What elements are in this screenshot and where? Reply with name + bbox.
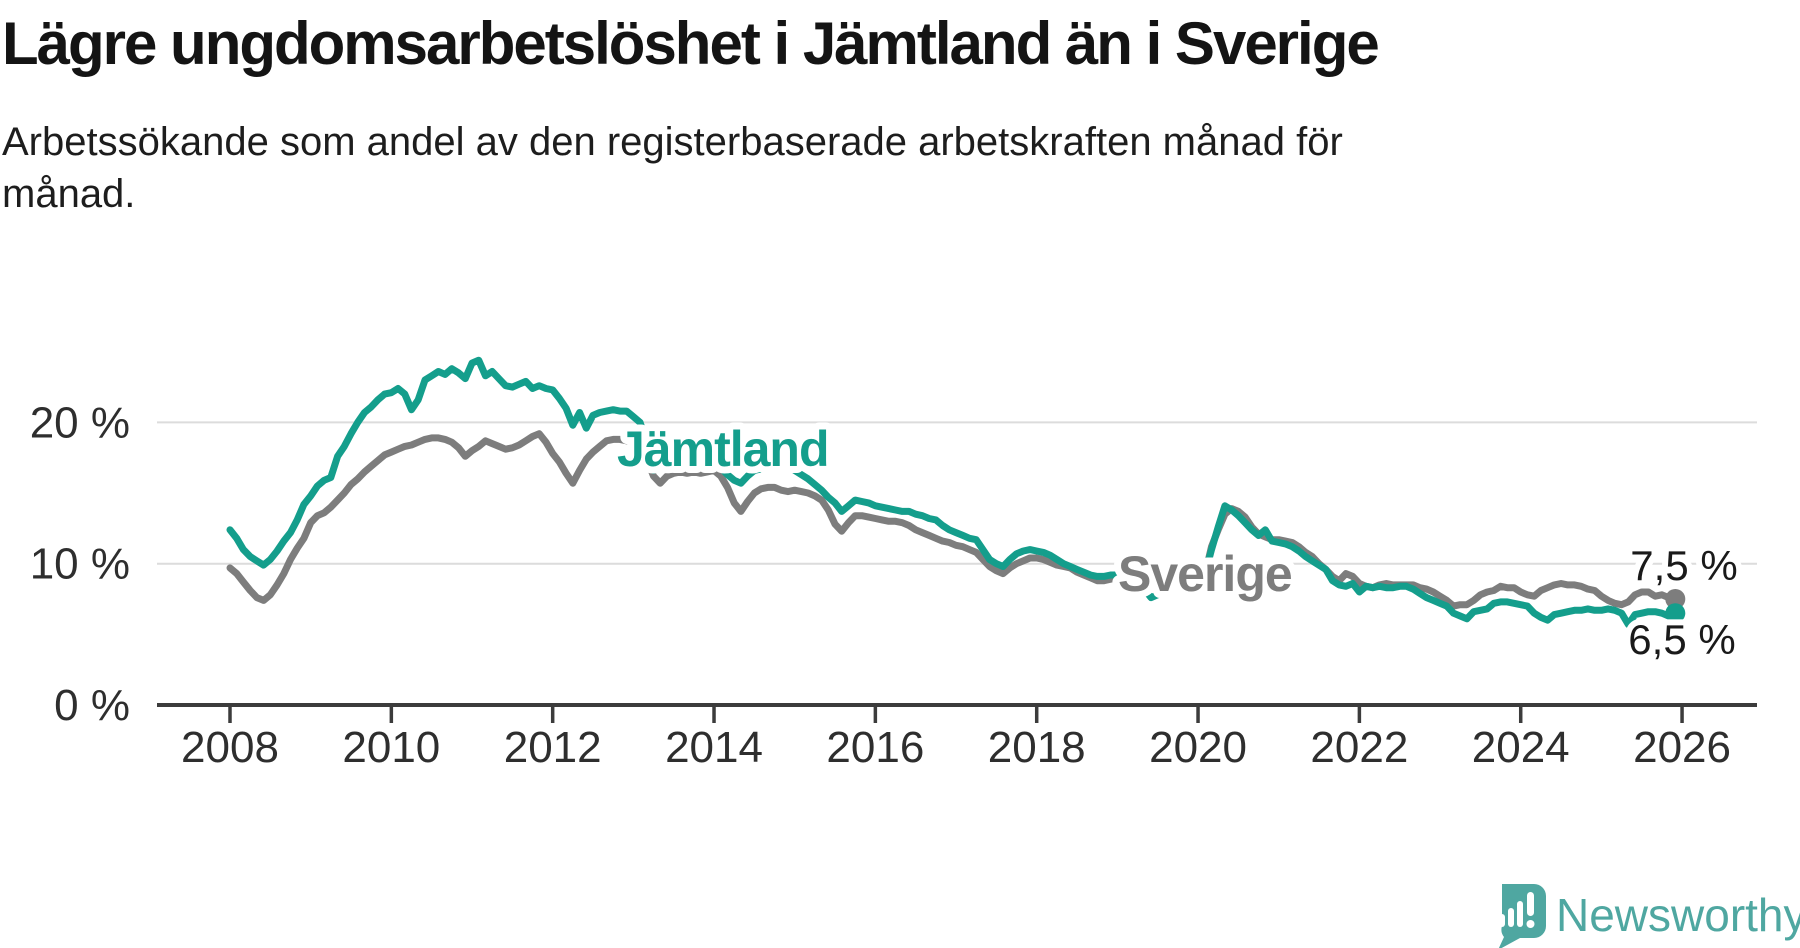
x-axis-label-2016: 2016 (826, 723, 924, 772)
chart-subtitle-line1: Arbetssökande som andel av den registerb… (2, 120, 1343, 164)
y-axis-label-20: 20 % (30, 398, 130, 447)
series-line-sverige (226, 430, 1679, 610)
end-value-label-jämtland: 6,5 % (1628, 616, 1735, 663)
chart-subtitle-line2: månad. (2, 172, 135, 216)
x-axis-label-2024: 2024 (1472, 723, 1570, 772)
y-axis-label-0: 0 % (54, 681, 130, 730)
bar-chart-bar2 (1508, 908, 1514, 927)
end-value-label-sverige: 7,5 % (1630, 542, 1737, 589)
x-axis-label-2008: 2008 (181, 723, 279, 772)
series-label-sverige: Sverige (1118, 546, 1292, 602)
plot-area: 0 % 10 % 20 % 2008 2010 2012 2014 2016 2018 2020 2… (30, 356, 1757, 772)
x-axis-label-2022: 2022 (1310, 723, 1408, 772)
series-end-dot-jämtland (1665, 603, 1686, 624)
x-axis-label-2014: 2014 (665, 723, 763, 772)
bar-chart-bar1 (1499, 914, 1505, 927)
brand-name: Newsworthy (1556, 889, 1800, 941)
x-axis-label-2010: 2010 (342, 723, 440, 772)
chart-title: Lägre ungdomsarbetslöshet i Jämtland än … (2, 10, 1378, 77)
exclamation-stem (1527, 892, 1534, 916)
x-axis-label-2020: 2020 (1149, 723, 1247, 772)
newsworthy-logo: Newsworthy (1498, 884, 1800, 948)
x-axis-label-2012: 2012 (504, 723, 602, 772)
exclamation-dot (1526, 920, 1535, 928)
x-axis-label-2018: 2018 (988, 723, 1086, 772)
y-axis-label-10: 10 % (30, 540, 130, 589)
series-end-dot-sverige (1665, 589, 1686, 609)
x-axis-label-2026: 2026 (1633, 723, 1731, 772)
series-label-jämtland: Jämtland (617, 421, 829, 477)
bar-chart-bar3 (1517, 901, 1523, 927)
series-line-jämtland (226, 356, 1679, 628)
newsworthy-bubble-icon (1498, 884, 1546, 948)
